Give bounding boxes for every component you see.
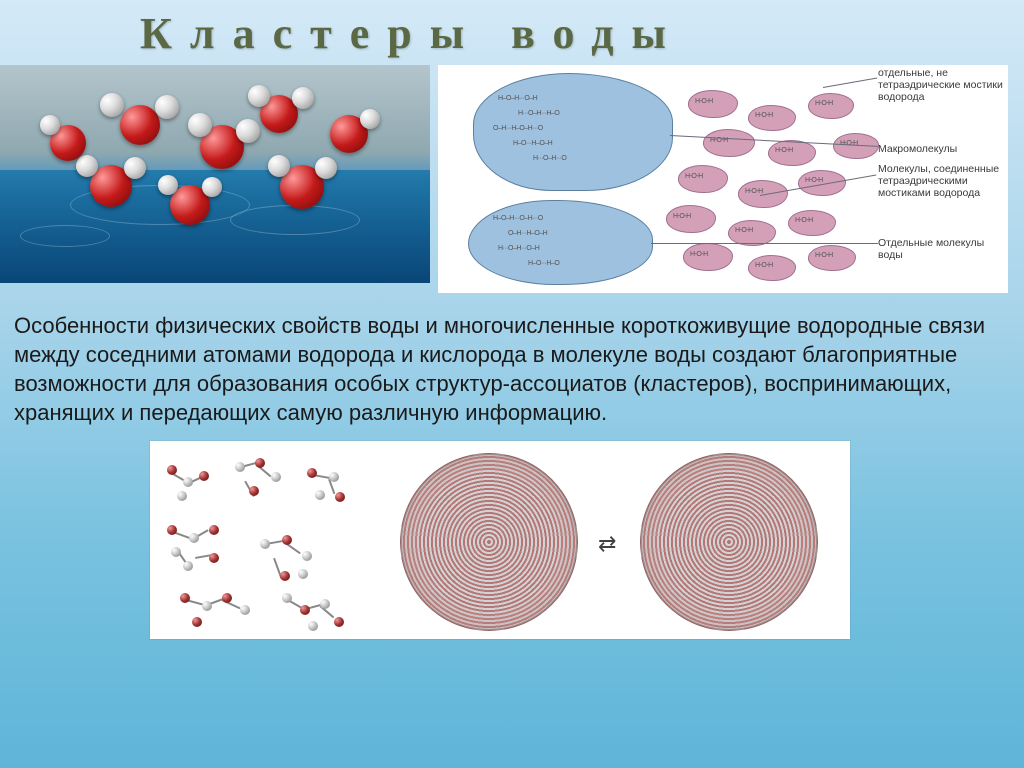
label-connected-molecules: Молекулы, соединенные тетраэдрическими м… bbox=[878, 163, 1003, 199]
equilibrium-arrows-icon: ⇄ bbox=[598, 531, 616, 557]
cluster-structures-figure: ⇄ bbox=[150, 441, 850, 639]
label-separate-molecules: Отдельные молекулы воды bbox=[878, 237, 988, 261]
body-paragraph: Особенности физических свойств воды и мн… bbox=[0, 293, 1024, 427]
cluster-schematic-diagram: H–O–H···O–H H···O–H···H–O O–H···H–O–H···… bbox=[438, 65, 1008, 293]
water-molecules-render bbox=[0, 65, 430, 283]
top-image-row: H–O–H···O–H H···O–H···H–O O–H···H–O–H···… bbox=[0, 59, 1024, 293]
label-macromolecules: Макромолекулы bbox=[878, 143, 957, 155]
label-separate-bridges: отдельные, не тетраэдрические мостики во… bbox=[878, 67, 1003, 103]
page-title: Кластеры воды bbox=[0, 0, 1024, 59]
